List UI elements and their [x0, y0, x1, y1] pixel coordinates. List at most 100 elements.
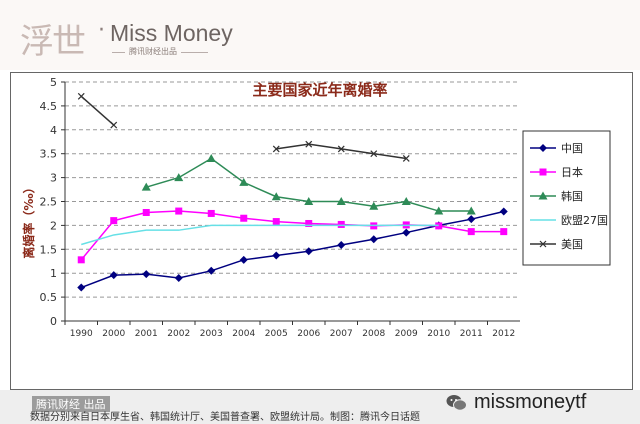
data-point: [240, 214, 248, 222]
legend-label: 中国: [561, 142, 583, 155]
series-line: [80, 95, 115, 126]
logo-en: Miss Money: [110, 20, 233, 46]
data-point: [207, 209, 215, 217]
data-point: [206, 153, 216, 162]
data-point: [239, 177, 249, 186]
data-point: [305, 219, 313, 227]
data-point: [175, 207, 183, 215]
data-point: [402, 155, 410, 162]
x-tick-label: 1990: [70, 329, 93, 339]
data-point: [337, 145, 345, 153]
data-point: [110, 217, 118, 225]
legend-label: 韩国: [561, 189, 583, 203]
data-point: [401, 197, 411, 205]
data-point: [272, 251, 281, 260]
x-tick-label: 2007: [330, 329, 353, 339]
data-point: [174, 173, 184, 182]
series-1: [77, 207, 508, 264]
data-point: [305, 140, 313, 148]
data-point: [174, 273, 183, 282]
data-point: [109, 271, 118, 280]
data-point: [337, 220, 345, 228]
x-tick-label: 2004: [232, 329, 255, 339]
grid-lines: [65, 81, 520, 298]
y-tick-label: 3: [50, 172, 57, 185]
wechat-icon: [446, 395, 467, 411]
watermark-text: missmoneytf: [474, 391, 587, 413]
series-3: [81, 224, 439, 246]
series-line: [276, 143, 407, 160]
x-tick-label: 2002: [167, 329, 190, 339]
series-line: [80, 210, 504, 289]
axes: [61, 81, 520, 325]
x-tick-label: 2003: [200, 329, 223, 339]
logo-cn: 浮世: [20, 22, 86, 62]
x-tick-label: 2000: [102, 329, 125, 339]
data-point: [304, 197, 314, 205]
footer-label: 腾讯财经 出品: [32, 396, 110, 412]
y-tick-label: 1.5: [40, 243, 58, 256]
data-point: [499, 207, 508, 216]
data-point: [77, 256, 85, 264]
y-tick-label: 1: [50, 267, 57, 280]
x-tick-label: 2005: [265, 329, 288, 339]
data-point: [77, 92, 85, 100]
y-tick-label: 5: [50, 76, 57, 89]
y-tick-label: 2.5: [40, 196, 58, 209]
y-tick-label: 3.5: [40, 148, 58, 161]
y-tick-labels: 0 0.5 1 1.5 2 2.5 3 3.5 4 4.5 5: [40, 76, 58, 328]
data-point: [239, 255, 248, 264]
legend-marker: [539, 168, 547, 176]
data-point: [272, 218, 280, 226]
legend-marker: [538, 191, 548, 200]
legend-box: [522, 130, 611, 266]
data-point: [207, 266, 216, 275]
data-point: [500, 228, 508, 236]
data-point: [337, 240, 346, 249]
logo-dot: ·: [98, 18, 105, 43]
source-note: 数据分别来自日本厚生省、韩国统计厅、美国普查署、欧盟统计局。制图：腾讯今日话题: [30, 412, 420, 423]
header-banner: 浮世 · Miss Money 腾讯财经出品: [0, 0, 640, 70]
series-2: [141, 153, 476, 215]
chart-title: 主要国家近年离婚率: [252, 81, 387, 99]
data-point: [142, 270, 151, 279]
x-tick-label: 2001: [135, 329, 158, 339]
x-tick-label: 2011: [460, 329, 483, 339]
data-point: [369, 201, 379, 210]
series-line: [80, 210, 504, 261]
data-point: [369, 235, 378, 244]
y-tick-label: 4.5: [40, 100, 58, 113]
data-point: [141, 182, 151, 191]
y-tick-label: 0.5: [40, 291, 58, 304]
data-point: [77, 283, 86, 292]
logo-subtitle: 腾讯财经出品: [125, 46, 181, 57]
y-tick-label: 2: [50, 219, 57, 232]
data-point: [142, 208, 150, 216]
data-point: [466, 206, 476, 215]
y-tick-label: 4: [50, 124, 57, 137]
legend-marker: [539, 144, 547, 152]
x-tick-label: 2008: [362, 329, 385, 339]
data-point: [304, 247, 313, 256]
x-tick-label: 2006: [297, 329, 320, 339]
footer: 腾讯财经 出品 数据分别来自日本厚生省、韩国统计厅、美国普查署、欧盟统计局。制图…: [0, 390, 640, 424]
legend-label: 美国: [561, 238, 583, 251]
data-point: [272, 145, 280, 153]
x-tick-label: 2012: [492, 329, 515, 339]
data-point: [467, 215, 476, 224]
data-point: [110, 121, 118, 129]
x-tick-labels: 1990 2000 2001 2002 2003 2004 2005 2006 2007 2008…: [70, 329, 515, 339]
legend-marker: [539, 240, 547, 248]
data-point: [336, 197, 346, 205]
legend-label: 欧盟27国: [561, 214, 608, 227]
series-4: [77, 92, 410, 162]
data-point: [271, 192, 281, 201]
x-tick-label: 2009: [395, 329, 418, 339]
data-point: [402, 228, 411, 237]
data-point: [370, 150, 378, 158]
y-axis-label: 离婚率（‰）: [21, 181, 36, 258]
data-point: [434, 206, 444, 215]
series-lines: [77, 92, 508, 292]
